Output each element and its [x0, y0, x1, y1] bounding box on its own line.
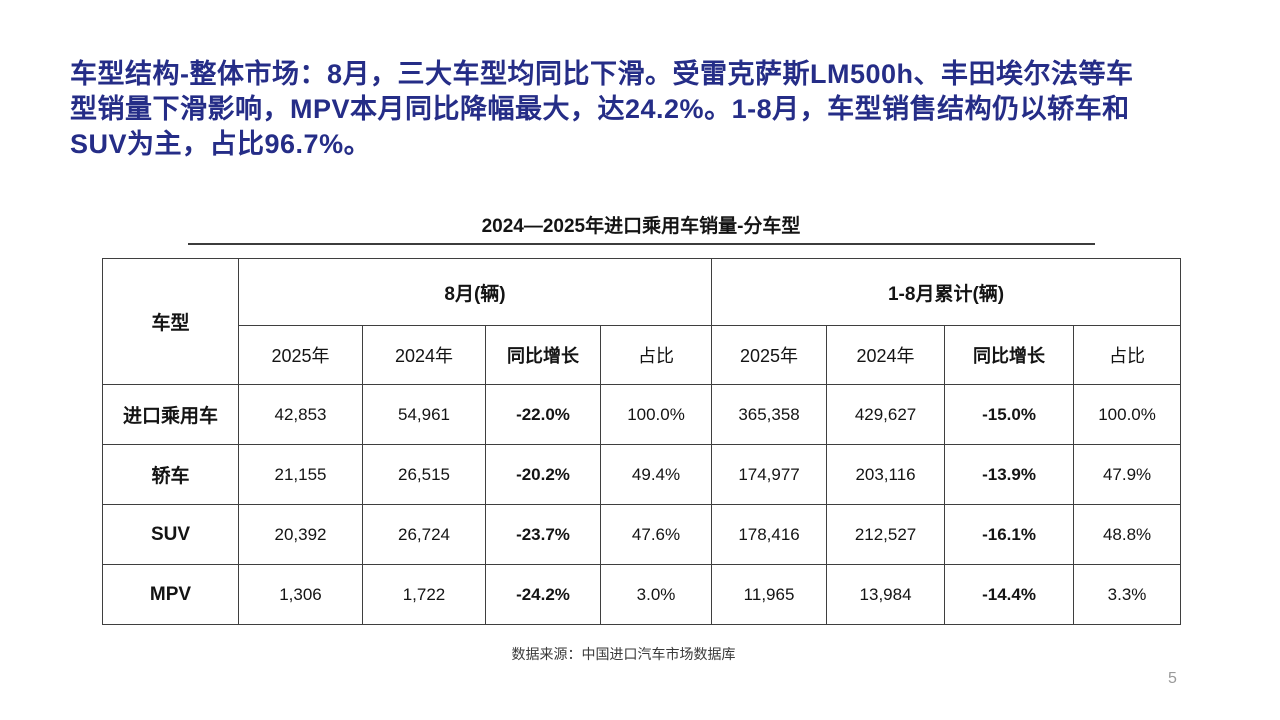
col-header-ytd-share: 占比 [1073, 325, 1182, 385]
row-label-mpv: MPV [102, 564, 239, 625]
cell-aug-yoy-growth: -22.0% [485, 384, 601, 445]
table-row-imported-passenger-vehicle: 进口乘用车 42,853 54,961 -22.0% 100.0% 365,35… [102, 384, 1182, 445]
row-label-imported-passenger-vehicle: 进口乘用车 [102, 384, 239, 445]
cell-ytd-yoy-growth: -14.4% [944, 564, 1075, 625]
title-underline [188, 243, 1095, 245]
cell-ytd-share: 47.9% [1073, 444, 1182, 505]
header-group-row: 车型 8月(辆) 1-8月累计(辆) [102, 258, 1182, 385]
cell-ytd-2025: 174,977 [711, 444, 828, 505]
cell-aug-yoy-growth: -24.2% [485, 564, 601, 625]
slide-heading: 车型结构-整体市场：8月，三大车型均同比下滑。受雷克萨斯LM500h、丰田埃尔法… [70, 57, 1215, 162]
row-label-sedan: 轿车 [102, 444, 239, 505]
cell-ytd-yoy-growth: -16.1% [944, 504, 1075, 565]
col-header-ytd-yoy-growth: 同比增长 [944, 325, 1075, 385]
row-label-suv: SUV [102, 504, 239, 565]
cell-ytd-2024: 429,627 [826, 384, 946, 445]
cell-ytd-yoy-growth: -13.9% [944, 444, 1075, 505]
col-header-ytd-2024: 2024年 [826, 325, 946, 385]
cell-aug-2024: 26,515 [362, 444, 486, 505]
table-row-mpv: MPV 1,306 1,722 -24.2% 3.0% 11,965 13,98… [102, 564, 1182, 625]
cell-ytd-share: 100.0% [1073, 384, 1182, 445]
cell-aug-share: 47.6% [599, 504, 713, 565]
cell-aug-2025: 20,392 [238, 504, 363, 565]
cell-aug-yoy-growth: -20.2% [485, 444, 601, 505]
header-sub-row: 2025年 2024年 同比增长 占比 2025年 2024年 同比增长 占比 [103, 325, 1182, 385]
cell-aug-2025: 21,155 [238, 444, 363, 505]
cell-ytd-2024: 212,527 [826, 504, 946, 565]
col-header-aug-2024: 2024年 [362, 325, 486, 385]
col-header-ytd-2025: 2025年 [711, 325, 828, 385]
cell-ytd-2024: 203,116 [826, 444, 946, 505]
cell-aug-2025: 1,306 [238, 564, 363, 625]
cell-ytd-2025: 178,416 [711, 504, 828, 565]
cell-ytd-yoy-growth: -15.0% [944, 384, 1075, 445]
col-header-vehicle-type: 车型 [102, 258, 239, 385]
cell-aug-yoy-growth: -23.7% [485, 504, 601, 565]
cell-aug-2024: 26,724 [362, 504, 486, 565]
cell-ytd-share: 48.8% [1073, 504, 1182, 565]
sales-table: 车型 8月(辆) 1-8月累计(辆) 2025年 2024年 同比增长 占比 2… [102, 258, 1182, 625]
data-source-note: 数据来源：中国进口汽车市场数据库 [511, 646, 736, 662]
cell-aug-2024: 1,722 [362, 564, 486, 625]
col-header-aug-share: 占比 [599, 325, 713, 385]
table-title: 2024—2025年进口乘用车销量-分车型 [481, 216, 801, 237]
heading-line-3: SUV为主，占比96.7%。 [70, 129, 372, 159]
col-group-august: 8月(辆) [237, 258, 713, 326]
cell-aug-share: 100.0% [599, 384, 713, 445]
cell-aug-2024: 54,961 [362, 384, 486, 445]
page-number: 5 [1168, 670, 1177, 687]
col-header-aug-yoy-growth: 同比增长 [485, 325, 601, 385]
cell-ytd-2025: 11,965 [711, 564, 828, 625]
col-group-jan-aug-cumulative: 1-8月累计(辆) [711, 258, 1182, 326]
heading-line-2: 型销量下滑影响，MPV本月同比降幅最大，达24.2%。1-8月，车型销售结构仍以… [70, 94, 1130, 124]
cell-ytd-2024: 13,984 [826, 564, 946, 625]
cell-ytd-share: 3.3% [1073, 564, 1182, 625]
cell-aug-share: 49.4% [599, 444, 713, 505]
cell-aug-share: 3.0% [599, 564, 713, 625]
table-row-suv: SUV 20,392 26,724 -23.7% 47.6% 178,416 2… [102, 504, 1182, 565]
cell-ytd-2025: 365,358 [711, 384, 828, 445]
heading-line-1: 车型结构-整体市场：8月，三大车型均同比下滑。受雷克萨斯LM500h、丰田埃尔法… [70, 59, 1134, 89]
table-row-sedan: 轿车 21,155 26,515 -20.2% 49.4% 174,977 20… [102, 444, 1182, 505]
cell-aug-2025: 42,853 [238, 384, 363, 445]
col-header-aug-2025: 2025年 [238, 325, 363, 385]
